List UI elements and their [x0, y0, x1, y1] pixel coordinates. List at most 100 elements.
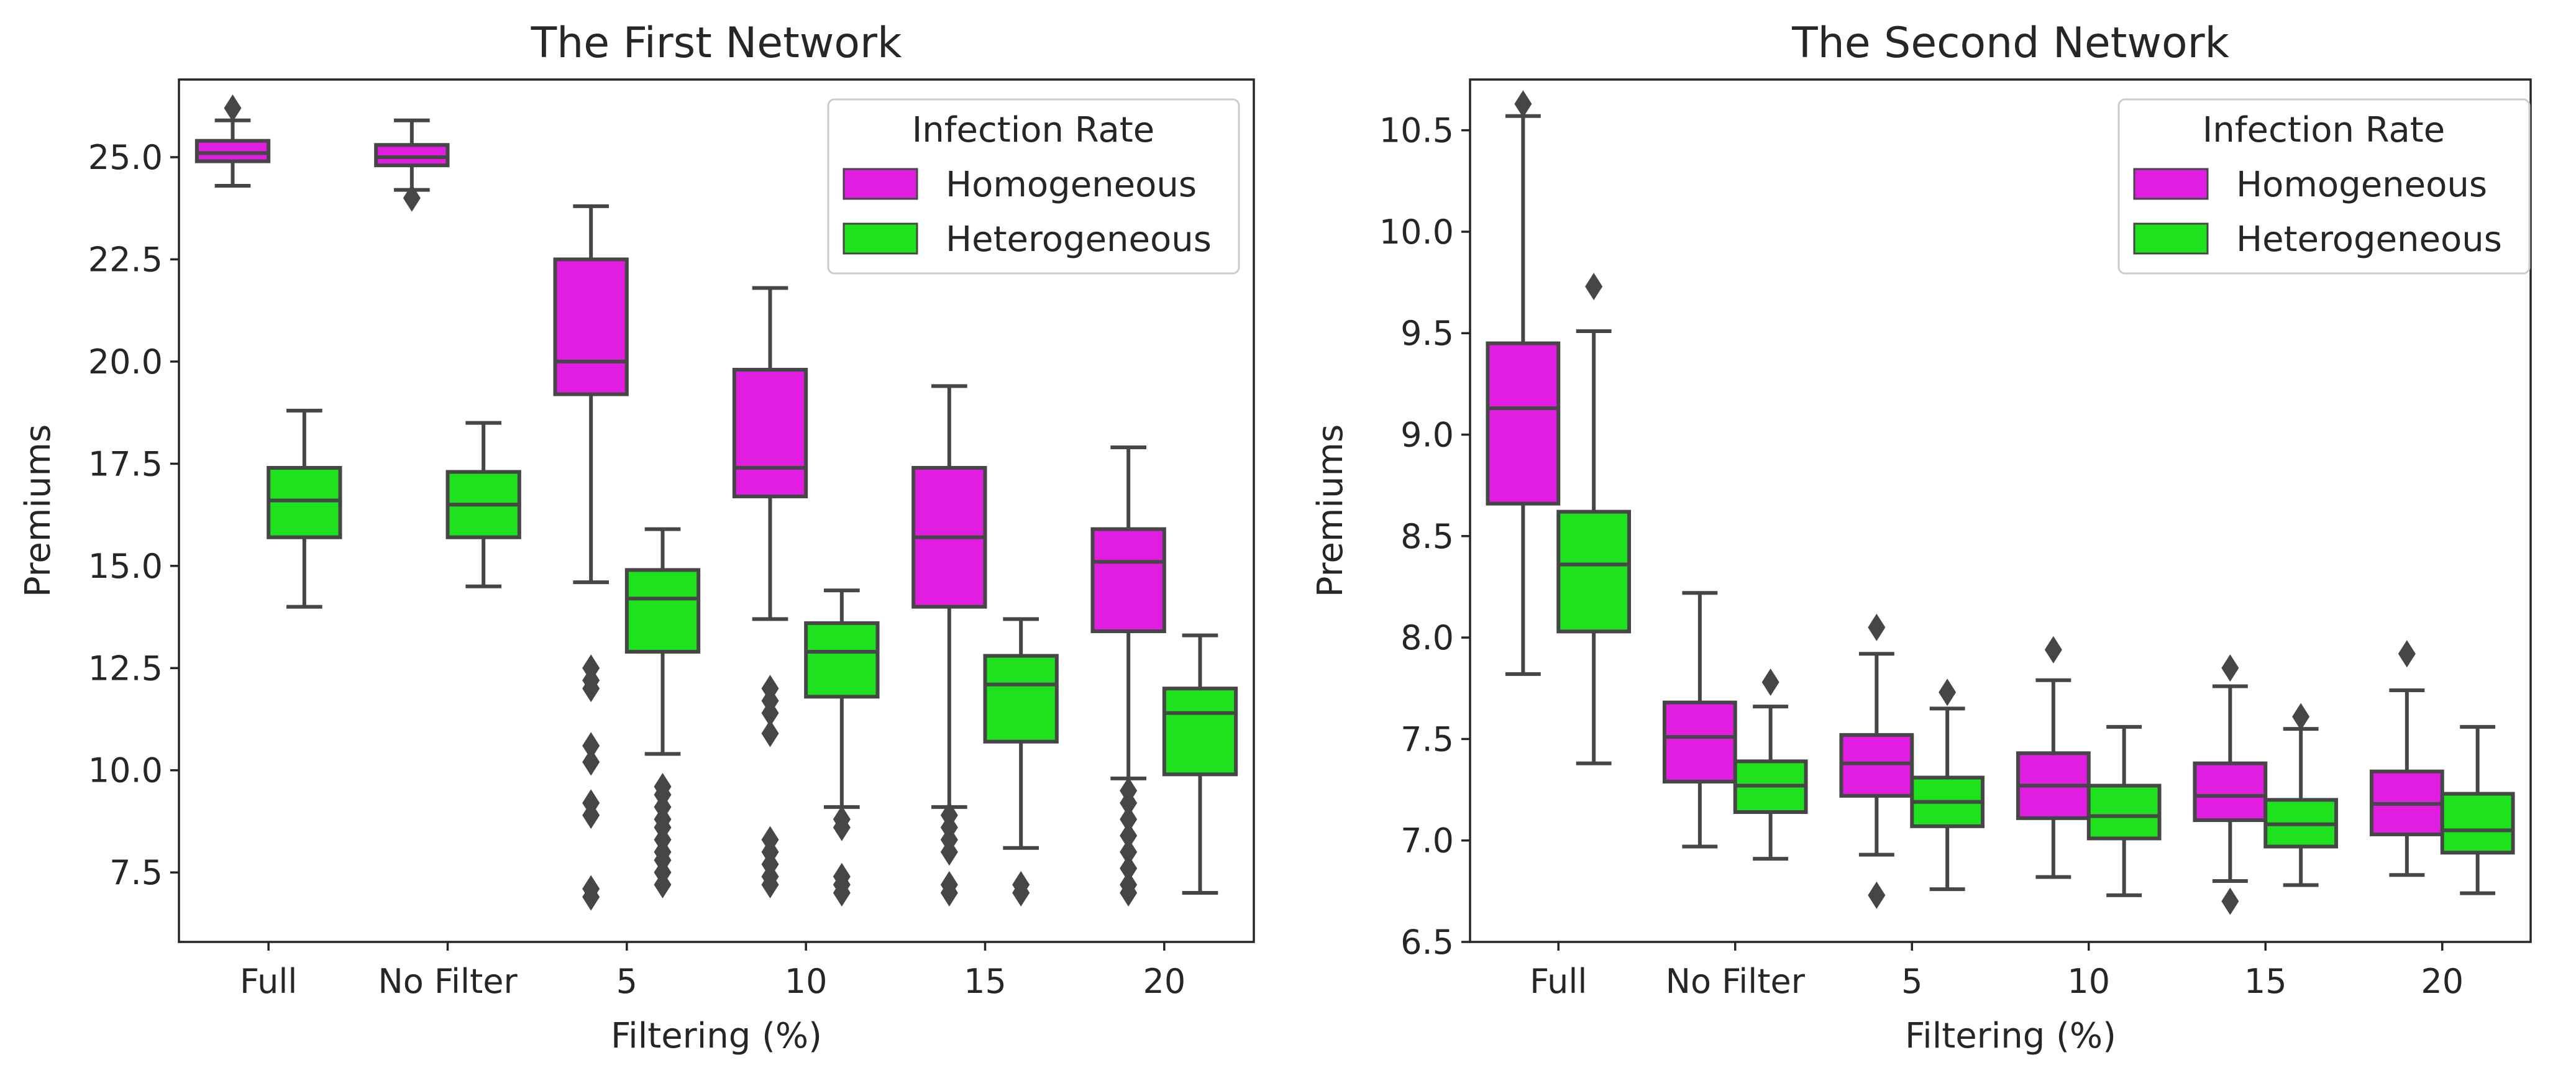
outlier-point	[582, 675, 600, 703]
y-axis-label: Premiums	[18, 424, 58, 597]
outlier-point	[940, 838, 958, 866]
y-tick-label: 8.0	[1400, 618, 1454, 657]
x-tick-label: 15	[2244, 962, 2287, 1001]
box-iqr	[1090, 527, 1166, 634]
box-iqr	[732, 368, 808, 498]
outlier-point	[224, 94, 242, 122]
box-homogeneous	[911, 384, 987, 907]
outlier-point	[1120, 821, 1138, 849]
axes-frame	[1469, 78, 2532, 943]
legend-frame	[827, 98, 1240, 275]
box-homogeneous	[732, 286, 808, 898]
legend-swatch-heterogeneous	[2133, 222, 2209, 255]
y-axis-label: Premiums	[1310, 424, 1351, 597]
box-iqr	[267, 465, 342, 539]
y-tick-label: 12.5	[88, 649, 163, 688]
y-axis-ticks: 7.5 10.0 12.5 15.0 17.5 20.0 22.5 25.0	[88, 138, 179, 892]
box-homogeneous	[553, 204, 629, 911]
legend-frame	[2117, 98, 2531, 275]
y-tick-label: 15.0	[88, 547, 163, 586]
chart-second-network: The Second Network 6.5 7.0 7.5 8.0 8.5 9.0 9.5…	[1310, 19, 2532, 1056]
x-tick-label: 20	[1143, 962, 1185, 1001]
x-tick-label: 15	[964, 962, 1007, 1001]
x-tick-label: 5	[616, 962, 637, 1001]
outlier-point	[2292, 703, 2310, 731]
box-homogeneous	[2193, 654, 2268, 915]
y-tick-label: 6.5	[1400, 923, 1454, 962]
outlier-point	[940, 879, 958, 907]
outlier-point	[1120, 854, 1138, 882]
box-iqr	[1162, 687, 1238, 777]
y-tick-label: 25.0	[88, 138, 163, 177]
box-heterogeneous	[267, 408, 342, 609]
box-iqr	[1556, 509, 1632, 634]
x-tick-label: Full	[240, 962, 297, 1001]
x-axis-label: Filtering (%)	[611, 1016, 822, 1056]
outlier-point	[1120, 838, 1138, 866]
outlier-point	[833, 879, 851, 907]
box-iqr	[1662, 700, 1737, 783]
outlier-point	[2044, 636, 2062, 664]
x-tick-label: 10	[2067, 962, 2110, 1001]
box-homogeneous	[374, 118, 450, 212]
outlier-point	[2398, 640, 2416, 668]
box-heterogeneous	[804, 588, 880, 907]
y-tick-label: 7.5	[1400, 719, 1454, 759]
box-heterogeneous	[624, 527, 701, 898]
x-tick-label: 10	[785, 962, 828, 1001]
box-iqr	[553, 257, 629, 396]
legend-swatch-homogeneous	[2133, 168, 2209, 200]
legend-label-homogeneous: Homogeneous	[2236, 165, 2487, 205]
legend-label-heterogeneous: Heterogeneous	[946, 219, 1212, 260]
box-heterogeneous	[2263, 703, 2339, 887]
y-axis-ticks: 6.5 7.0 7.5 8.0 8.5 9.0 9.5 10.0 10.5	[1379, 111, 1470, 962]
box-homogeneous	[194, 94, 271, 188]
y-tick-label: 9.5	[1400, 314, 1454, 353]
y-tick-label: 10.0	[88, 751, 163, 790]
box-iqr	[624, 568, 701, 654]
box-iqr	[2086, 783, 2162, 841]
y-tick-label: 20.0	[88, 342, 163, 381]
legend-label-homogeneous: Homogeneous	[946, 165, 1197, 205]
y-tick-label: 8.5	[1400, 517, 1454, 556]
legend-title: Infection Rate	[912, 110, 1154, 150]
box-iqr	[194, 139, 271, 163]
outlier-point	[582, 732, 600, 760]
legend: Infection Rate Homogeneous Heterogeneous	[827, 98, 1240, 275]
outlier-point	[1120, 805, 1138, 833]
outlier-point	[582, 883, 600, 911]
outlier-point	[1120, 789, 1138, 817]
box-heterogeneous	[1556, 273, 1632, 765]
legend: Infection Rate Homogeneous Heterogeneous	[2117, 98, 2531, 275]
outlier-point	[761, 870, 779, 898]
x-tick-label: No Filter	[378, 962, 518, 1001]
outlier-point	[761, 699, 779, 727]
outlier-point	[1012, 879, 1030, 907]
y-tick-label: 10.5	[1379, 111, 1454, 150]
x-tick-label: 5	[1901, 962, 1922, 1001]
outlier-point	[1868, 613, 1886, 641]
box-iqr	[1486, 341, 1561, 506]
x-tick-label: 20	[2421, 962, 2464, 1001]
box-heterogeneous	[983, 617, 1059, 907]
box-homogeneous	[1090, 445, 1166, 907]
chart-first-network: The First Network 7.5 10.0 12.5 15.0 17.5 20.…	[18, 19, 1255, 1056]
box-homogeneous	[1662, 591, 1737, 849]
box-heterogeneous	[1910, 678, 1985, 892]
legend-swatch-homogeneous	[843, 168, 918, 200]
box-heterogeneous	[1733, 668, 1808, 861]
box-iqr	[2193, 761, 2268, 823]
chart-title: The First Network	[531, 19, 902, 68]
x-axis-ticks: Full No Filter 5 10 15 20	[1530, 942, 2464, 1001]
outlier-point	[1761, 668, 1779, 696]
x-axis-label: Filtering (%)	[1905, 1016, 2116, 1056]
y-tick-label: 9.0	[1400, 416, 1454, 455]
x-axis-ticks: Full No Filter 5 10 15 20	[240, 942, 1185, 1001]
outlier-point	[582, 802, 600, 829]
box-heterogeneous	[2086, 724, 2162, 897]
box-homogeneous	[1486, 90, 1561, 676]
y-tick-label: 10.0	[1379, 212, 1454, 252]
outlier-point	[582, 748, 600, 776]
outlier-point	[2221, 887, 2239, 915]
